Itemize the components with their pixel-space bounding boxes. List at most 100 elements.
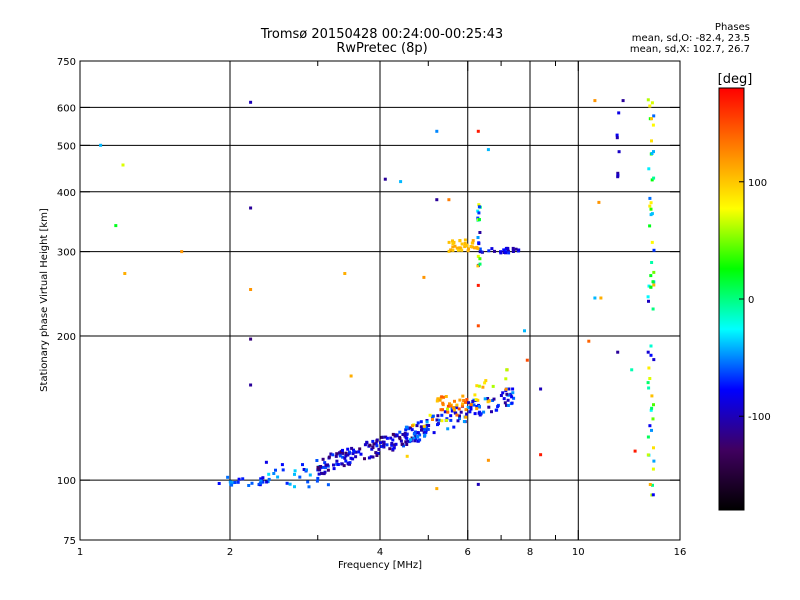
data-point: [652, 114, 656, 118]
data-point: [408, 440, 412, 444]
data-point: [368, 443, 372, 447]
data-point: [411, 424, 414, 428]
data-point: [646, 350, 650, 354]
data-point: [315, 459, 319, 462]
data-point: [329, 452, 333, 456]
data-point: [443, 410, 447, 414]
data-point: [233, 481, 237, 484]
data-point: [593, 99, 597, 103]
data-point: [390, 442, 394, 445]
x-tick-label: 2: [227, 547, 233, 558]
data-point: [473, 246, 476, 250]
data-point: [462, 420, 466, 423]
data-point: [451, 239, 454, 243]
data-point: [512, 396, 516, 400]
data-point: [437, 418, 441, 422]
data-point: [334, 454, 338, 458]
data-point: [432, 431, 436, 435]
data-point: [413, 430, 417, 434]
data-point: [435, 198, 439, 202]
y-tick-label: 200: [57, 332, 76, 343]
data-point: [288, 482, 292, 486]
data-point: [446, 410, 450, 414]
data-point: [477, 411, 481, 415]
data-point: [404, 436, 408, 440]
data-point: [483, 397, 487, 401]
data-point: [399, 439, 403, 443]
data-point: [402, 444, 405, 448]
data-point: [460, 404, 464, 408]
data-point: [354, 450, 358, 454]
data-point: [451, 242, 455, 245]
data-point: [436, 397, 440, 401]
x-tick-label: 1: [77, 547, 83, 558]
data-point: [405, 443, 409, 446]
data-point: [409, 426, 413, 430]
data-point: [410, 436, 414, 440]
data-point: [477, 205, 481, 209]
data-point: [320, 471, 323, 475]
data-point: [456, 419, 460, 423]
data-point: [616, 171, 620, 175]
y-tick-label: 400: [57, 188, 76, 199]
data-point: [293, 472, 296, 476]
data-point: [413, 439, 417, 443]
data-point: [388, 447, 392, 451]
data-point: [380, 435, 384, 439]
data-point: [466, 249, 470, 253]
data-point: [344, 454, 348, 458]
data-point: [425, 420, 429, 424]
data-point: [648, 224, 652, 228]
data-point: [285, 481, 289, 485]
data-point: [647, 299, 650, 303]
data-point: [496, 405, 500, 409]
data-point: [375, 444, 379, 448]
data-point: [307, 485, 311, 489]
data-point: [455, 406, 459, 410]
data-point: [379, 441, 382, 445]
data-point: [453, 399, 456, 403]
data-point: [465, 398, 469, 402]
axis-ticks: 1 2 4 6 8 10 16 75 100 200 300 400 500 600 750: [57, 57, 686, 558]
data-point: [99, 143, 103, 147]
data-point: [471, 399, 475, 403]
data-point: [646, 381, 650, 385]
data-point: [469, 403, 473, 407]
data-point: [649, 285, 653, 289]
data-point: [335, 462, 339, 466]
data-point: [276, 475, 280, 479]
data-point: [341, 455, 345, 459]
data-point: [249, 337, 253, 341]
data-point: [341, 451, 345, 455]
data-point: [338, 454, 342, 458]
data-point: [391, 447, 395, 451]
data-point: [404, 425, 408, 429]
data-point: [649, 344, 653, 348]
x-tick-label: 8: [527, 547, 533, 558]
data-point: [374, 442, 378, 446]
phases-heading: Phases: [714, 22, 750, 33]
data-point: [477, 203, 481, 207]
data-point: [305, 468, 308, 472]
data-point: [647, 366, 651, 370]
data-point: [651, 307, 655, 311]
data-point: [267, 472, 271, 476]
data-point: [260, 477, 264, 481]
data-point: [511, 391, 515, 395]
data-point: [274, 468, 277, 472]
data-point: [650, 212, 654, 216]
data-point: [346, 453, 350, 457]
data-point: [486, 458, 490, 462]
data-point: [507, 387, 511, 391]
data-point: [630, 368, 634, 372]
data-point: [241, 477, 245, 481]
data-point: [371, 446, 375, 449]
data-point: [259, 481, 263, 485]
data-point: [648, 424, 652, 428]
data-point: [466, 406, 470, 409]
data-point: [301, 463, 304, 467]
data-point: [469, 407, 473, 411]
data-point: [420, 428, 423, 432]
data-point: [649, 207, 653, 211]
data-point: [650, 394, 654, 398]
